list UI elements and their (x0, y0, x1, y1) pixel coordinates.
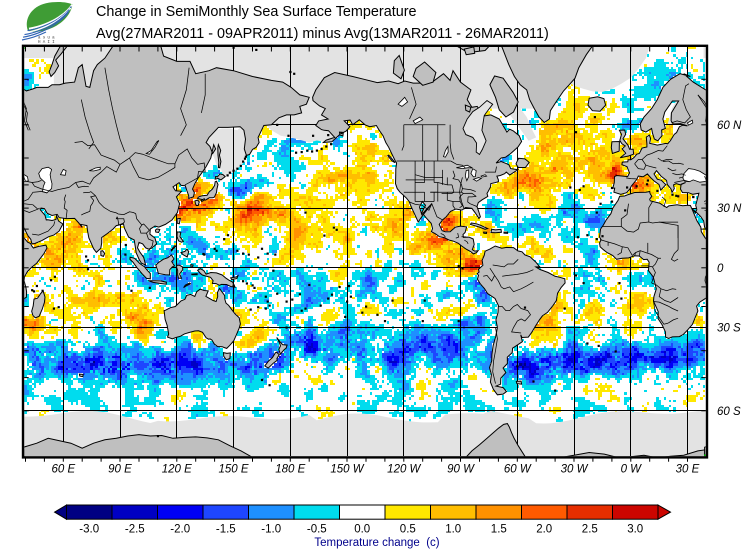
svg-text:180 E: 180 E (275, 464, 305, 476)
svg-text:120 W: 120 W (387, 464, 421, 476)
svg-text:-1.5: -1.5 (216, 524, 236, 536)
svg-text:60 E: 60 E (51, 464, 75, 476)
svg-text:1.5: 1.5 (491, 524, 507, 536)
svg-text:60 S: 60 S (717, 406, 741, 418)
svg-text:120 E: 120 E (162, 464, 192, 476)
svg-text:HAII: HAII (38, 41, 57, 45)
svg-text:1.0: 1.0 (445, 524, 461, 536)
svg-text:Change in SemiMonthly Sea Surf: Change in SemiMonthly Sea Surface Temper… (96, 4, 417, 20)
svg-text:-2.5: -2.5 (125, 524, 145, 536)
svg-text:60 W: 60 W (504, 464, 532, 476)
svg-text:0.5: 0.5 (400, 524, 416, 536)
svg-text:0: 0 (717, 263, 724, 275)
svg-text:90 E: 90 E (108, 464, 132, 476)
svg-text:2.0: 2.0 (536, 524, 552, 536)
svg-text:30 E: 30 E (676, 464, 700, 476)
svg-text:150 W: 150 W (330, 464, 364, 476)
svg-text:asua: asua (38, 37, 57, 41)
svg-text:30 S: 30 S (717, 323, 741, 335)
svg-text:90 W: 90 W (447, 464, 475, 476)
svg-text:0 W: 0 W (621, 464, 643, 476)
svg-text:Avg(27MAR2011 - 09APR2011) min: Avg(27MAR2011 - 09APR2011) minus Avg(13M… (96, 26, 549, 42)
svg-text:30 W: 30 W (561, 464, 589, 476)
svg-text:-1.0: -1.0 (261, 524, 281, 536)
svg-text:3.0: 3.0 (627, 524, 643, 536)
svg-text:150 E: 150 E (218, 464, 248, 476)
svg-text:-2.0: -2.0 (170, 524, 190, 536)
svg-text:30 N: 30 N (717, 203, 742, 215)
svg-text:-0.5: -0.5 (307, 524, 327, 536)
svg-text:Temperature change (c): Temperature change (c) (314, 537, 439, 549)
svg-text:2.5: 2.5 (582, 524, 598, 536)
svg-text:0.0: 0.0 (354, 524, 370, 536)
svg-text:-3.0: -3.0 (79, 524, 99, 536)
svg-text:60 N: 60 N (717, 120, 742, 132)
